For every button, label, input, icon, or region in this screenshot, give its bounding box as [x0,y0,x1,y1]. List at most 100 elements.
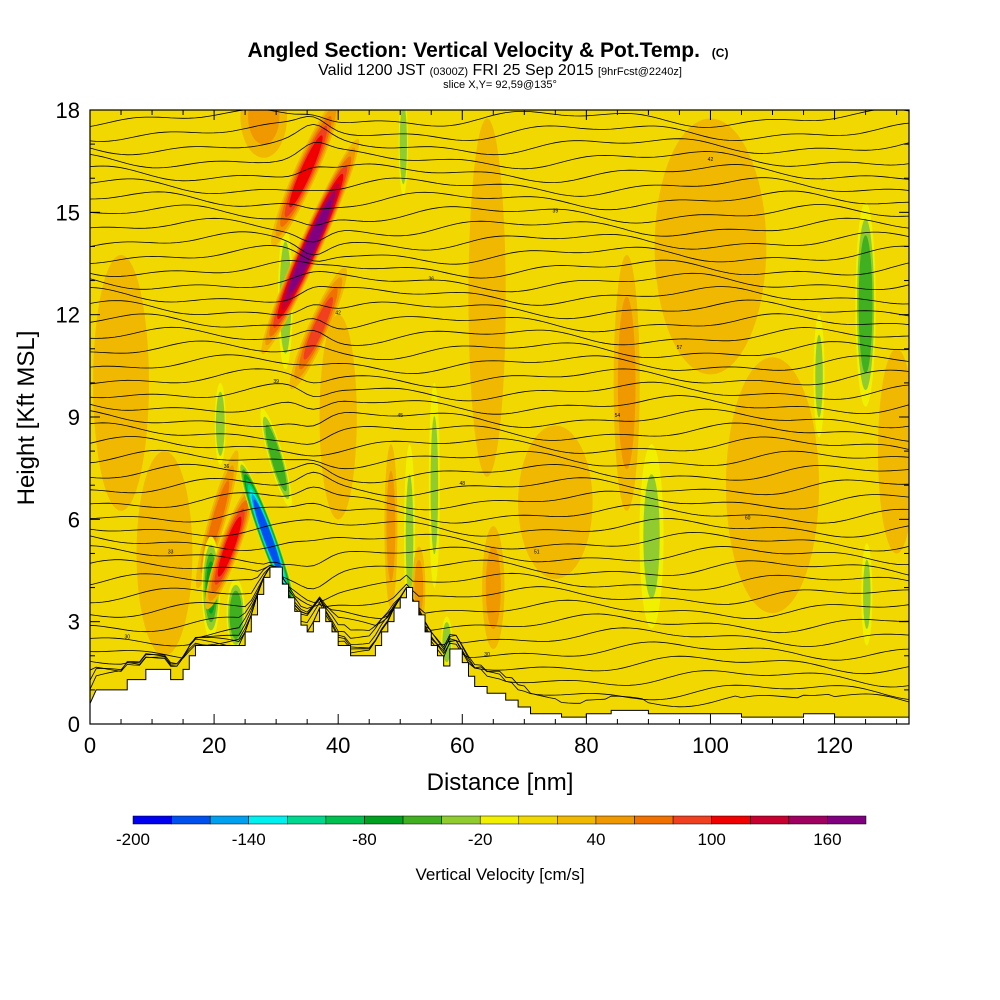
y-tick-label: 12 [56,303,80,328]
velocity-cell-level [468,118,506,477]
velocity-cell-level [303,297,333,360]
colorbar-tick-label: 40 [586,830,605,849]
velocity-cell [468,118,506,477]
isentrope-label: 30 [484,652,490,658]
x-tick-label: 20 [202,733,226,758]
x-tick-label: 40 [326,733,350,758]
isentrope-label: 42 [335,311,341,317]
x-tick-label: 100 [692,733,729,758]
isentrope-line [90,545,909,567]
valid-time-jst: Valid 1200 JST [318,62,426,79]
colorbar-tick-label: -20 [468,830,493,849]
velocity-cell [260,408,292,508]
isentrope-line [90,566,909,708]
y-tick-label: 6 [68,507,80,532]
y-tick-label: 3 [68,610,80,635]
velocity-cell [639,444,664,629]
isentrope-line [90,299,909,320]
isentrope-line [90,116,909,142]
colorbar-swatch [287,815,327,825]
plot-area: 30333639424548515457603033363942 [90,110,909,724]
isentrope-label: 45 [397,413,403,419]
velocity-cell-level [430,416,439,555]
velocity-cell [855,202,876,407]
colorbar-tick-label: 160 [813,830,841,849]
velocity-cell-level [386,470,396,582]
velocity-cell [877,348,909,554]
colorbar-swatch [248,815,288,825]
isentrope-label: 30 [124,635,130,641]
terrain [90,566,909,724]
y-tick-label: 0 [68,712,80,737]
velocity-cell-level [400,115,406,174]
velocity-cell-level [485,546,501,630]
y-tick-label: 9 [68,405,80,430]
isentrope-line [90,422,909,445]
slice-caption: slice X,Y= 92,59@135° [443,79,557,91]
chart-title-suffix: (C) [712,46,729,60]
velocity-cell-level [725,357,820,614]
y-tick-label: 15 [56,200,80,225]
colorbar-swatch [209,815,249,825]
chart-title-main: Angled Section: Vertical Velocity & Pot.… [248,39,700,62]
isentrope-label: 39 [273,379,279,385]
isentrope-line [90,566,909,701]
colorbar-swatch [479,815,520,825]
isentrope-line [90,559,909,590]
velocity-cell [518,425,593,580]
velocity-cell [319,314,357,520]
isentrope-line [90,408,909,429]
isentrope-label: 36 [224,464,230,470]
colorbar-swatch [441,815,481,825]
isentrope-line [90,463,909,484]
y-axis-label: Height [Kft MSL] [13,331,40,506]
velocity-cell-level [877,348,909,554]
colorbar-label: Vertical Velocity [cm/s] [415,865,584,884]
velocity-cell [240,110,287,158]
isentrope-line [90,566,909,634]
isentrope-line [90,517,909,538]
velocity-cell [384,444,398,609]
isentrope-line [90,449,909,470]
velocity-cell [482,526,505,649]
isentrope-line [90,368,909,388]
isentrope-line [90,340,909,360]
isentrope-line [90,271,909,293]
isentrope-line [90,471,909,497]
colorbar-swatch [827,815,867,825]
velocity-cell-level [217,400,224,448]
isentrope-label: 39 [553,208,559,214]
isentrope-line [90,566,909,647]
isentrope-line [90,177,909,197]
isentrope-line [90,259,909,279]
isentrope-label: 48 [459,481,465,487]
velocity-cell-level [217,516,242,577]
isentrope-line [90,313,909,333]
velocity-cell [428,382,440,588]
velocity-cell-level [860,251,871,357]
colorbar-swatch [325,815,365,825]
isentrope-line [90,163,909,184]
velocity-cell [261,138,360,355]
isentrope-line [90,486,909,511]
x-tick-label: 0 [84,733,96,758]
isentrope-label: 36 [428,277,434,283]
potential-temperature-contours: 30333639424548515457603033363942 [90,110,909,708]
colorbar-swatch [788,815,828,825]
velocity-cell-level [643,474,660,599]
velocity-cell-level [268,432,285,484]
isentrope-line [90,531,909,552]
colorbar-swatch [132,815,172,825]
velocity-cell [204,484,255,610]
isentrope-line [90,395,909,415]
velocity-cell-level [248,110,280,145]
chart-subtitle-valid: Valid 1200 JST (0300Z) FRI 25 Sep 2015 [… [318,62,682,79]
isentrope-line [90,436,909,457]
x-axis: 0 20 40 60 80 100 120 [84,110,898,758]
isentrope-label: 42 [708,157,714,163]
colorbar-tick-label: -80 [352,830,377,849]
colorbar-swatch [750,815,790,825]
isentrope-line [90,566,909,661]
